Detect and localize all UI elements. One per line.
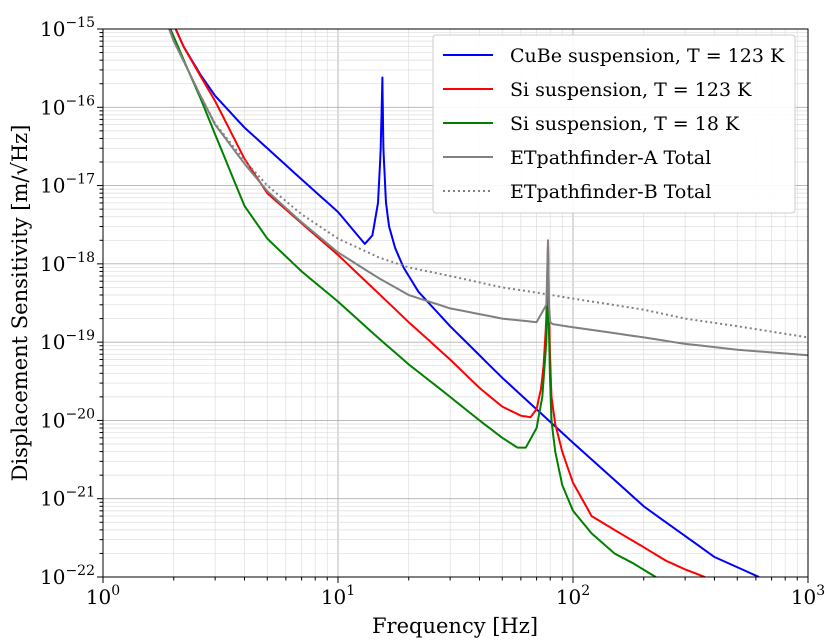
legend-label: CuBe suspension, T = 123 K xyxy=(510,45,785,67)
x-tick-label: 100 xyxy=(86,583,120,609)
x-axis-label: Frequency [Hz] xyxy=(372,614,538,638)
y-tick-label: 10−16 xyxy=(40,93,95,119)
x-tick-label: 103 xyxy=(791,583,825,609)
legend-label: Si suspension, T = 18 K xyxy=(510,113,740,135)
y-tick-label: 10−18 xyxy=(40,250,95,276)
y-tick-label: 10−21 xyxy=(40,485,95,511)
series-line-5 xyxy=(168,29,808,339)
x-tick-label: 101 xyxy=(321,583,355,609)
x-tick-label: 102 xyxy=(556,583,590,609)
series-layer xyxy=(168,29,808,577)
series-line-2 xyxy=(174,29,706,577)
series-line-1 xyxy=(174,29,760,577)
y-tick-label: 10−19 xyxy=(40,328,95,354)
legend-label: ETpathfinder-B Total xyxy=(510,181,711,203)
y-tick-label: 10−17 xyxy=(40,172,95,198)
tick-marks xyxy=(97,28,809,583)
legend-label: ETpathfinder-A Total xyxy=(510,147,711,169)
legend-box xyxy=(432,34,796,214)
y-tick-label: 10−20 xyxy=(40,406,95,432)
legend-label: Si suspension, T = 123 K xyxy=(510,79,752,101)
series-line-4 xyxy=(168,29,808,357)
y-tick-label: 10−15 xyxy=(40,15,95,41)
series-line-3 xyxy=(169,29,657,577)
legend: CuBe suspension, T = 123 K Si suspension,… xyxy=(432,34,796,214)
y-axis-label: Displacement Sensitivity [m/√Hz] xyxy=(8,125,32,482)
x-tick-labels: 100 101 102 103 xyxy=(86,583,825,609)
y-tick-label: 10−22 xyxy=(40,563,95,589)
plot-frame xyxy=(102,28,809,578)
y-tick-labels: 10−15 10−16 10−17 10−18 10−19 10−20 10−21 10−22 xyxy=(40,15,95,589)
